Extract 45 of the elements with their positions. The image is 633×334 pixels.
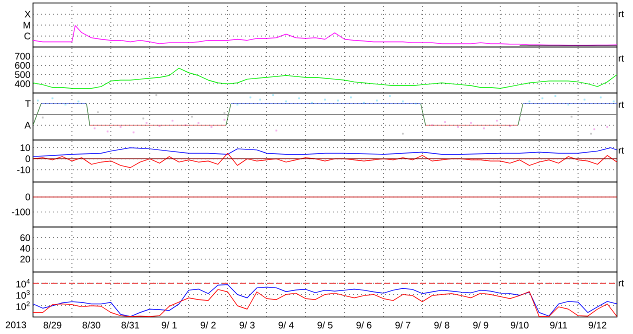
annotation: T <box>25 100 31 107</box>
y-tick-label: 400 <box>14 80 30 88</box>
y-tick-label: 40 <box>20 245 30 252</box>
annotation: A <box>24 122 31 128</box>
x-tick-label: 9/ 7 <box>395 322 410 328</box>
line-series <box>33 147 617 157</box>
x-tick-label: 9/ 1 <box>162 322 177 328</box>
x-tick-label: 9/ 4 <box>278 322 294 328</box>
line-series <box>33 289 617 317</box>
y-tick-label: 60 <box>20 234 30 242</box>
annotation: C <box>24 32 30 40</box>
y-tick-label: 0 <box>26 155 30 162</box>
x-tick-label: 9/ 9 <box>473 322 488 328</box>
y-tick-label: -10 <box>17 166 30 174</box>
x-tick-label: 9/10 <box>510 322 529 328</box>
x-tick-label: 9/ 8 <box>434 322 450 328</box>
y-tick-label: -100 <box>12 208 30 216</box>
y-tick-label: 600 <box>15 62 30 69</box>
x-tick-label: 9/ 2 <box>200 322 216 328</box>
y-tick-label: 10$^{4}$ <box>16 278 30 288</box>
y-tick-label: 500 <box>15 71 30 78</box>
text: rt <box>618 102 624 108</box>
y-tick-label: 0 <box>26 194 30 200</box>
x-tick-label: 9/11 <box>550 322 568 328</box>
x-tick-label: 9/ 5 <box>318 322 333 328</box>
text: X <box>24 10 31 18</box>
x-tick-label: 9/ 3 <box>240 322 255 328</box>
text: rt <box>618 55 624 62</box>
y-tick-label: 10 <box>20 144 30 152</box>
x-tick-label: 9/12 <box>588 322 606 328</box>
x-tick-label: 9/ 6 <box>356 322 372 328</box>
text: rt <box>618 280 624 286</box>
y-tick-label: 10$^{3}$ <box>16 290 30 299</box>
line-series <box>33 284 617 317</box>
text: M <box>24 22 30 28</box>
x-tick-label: 8/31 <box>122 322 140 328</box>
line-series <box>33 152 617 168</box>
y-tick-label: 20 <box>20 256 30 262</box>
text: rt <box>618 10 624 18</box>
y-tick-label: 10$^{2}$ <box>16 301 30 310</box>
x-tick-label: 8/29 <box>44 322 62 328</box>
x-tick-label: 8/30 <box>82 322 100 328</box>
text: rt <box>618 147 624 154</box>
x-axis-title: 2013 <box>6 322 26 328</box>
y-tick-label: 700 <box>15 52 30 60</box>
